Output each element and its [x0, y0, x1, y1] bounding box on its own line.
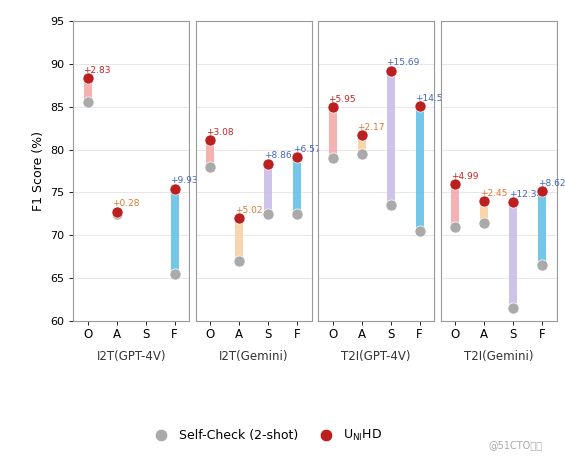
- Ellipse shape: [235, 217, 244, 219]
- Bar: [509, 202, 517, 308]
- Text: +5.02: +5.02: [235, 206, 263, 215]
- Bar: [451, 184, 459, 227]
- Text: +14.57: +14.57: [415, 94, 449, 102]
- Text: +15.69: +15.69: [386, 58, 420, 67]
- Ellipse shape: [264, 163, 272, 164]
- Ellipse shape: [264, 213, 272, 215]
- Ellipse shape: [415, 230, 424, 232]
- Ellipse shape: [415, 105, 424, 106]
- Text: +8.86: +8.86: [264, 151, 292, 160]
- Ellipse shape: [171, 188, 179, 190]
- Ellipse shape: [84, 77, 92, 78]
- Bar: [415, 106, 424, 231]
- Text: +2.83: +2.83: [84, 66, 111, 74]
- Text: +0.28: +0.28: [112, 199, 140, 208]
- Bar: [386, 71, 395, 205]
- Ellipse shape: [293, 213, 301, 215]
- Ellipse shape: [386, 70, 395, 71]
- Text: +3.08: +3.08: [206, 128, 234, 137]
- X-axis label: T2I(Gemini): T2I(Gemini): [464, 350, 533, 363]
- Bar: [358, 135, 366, 154]
- X-axis label: I2T(Gemini): I2T(Gemini): [219, 350, 289, 363]
- Bar: [538, 191, 546, 265]
- Text: +8.62: +8.62: [538, 179, 565, 188]
- Ellipse shape: [84, 101, 92, 103]
- Bar: [480, 202, 488, 223]
- Legend: Self-Check (2-shot), $\mathregular{U}_\mathregular{NI}\mathregular{HD}$: Self-Check (2-shot), $\mathregular{U}_\m…: [144, 423, 387, 448]
- Ellipse shape: [509, 308, 517, 309]
- Ellipse shape: [451, 183, 459, 185]
- Bar: [293, 157, 301, 214]
- Text: +5.95: +5.95: [329, 95, 356, 104]
- Text: +12.34: +12.34: [509, 190, 542, 199]
- Ellipse shape: [113, 211, 121, 212]
- X-axis label: T2I(GPT-4V): T2I(GPT-4V): [341, 350, 411, 363]
- Bar: [84, 78, 92, 102]
- Text: +2.45: +2.45: [480, 189, 507, 198]
- Text: +9.93: +9.93: [170, 176, 198, 185]
- Ellipse shape: [358, 134, 366, 136]
- Bar: [264, 163, 272, 214]
- Ellipse shape: [480, 222, 488, 223]
- Y-axis label: F1 Score (%): F1 Score (%): [32, 131, 45, 211]
- Ellipse shape: [206, 140, 215, 141]
- Text: +2.17: +2.17: [358, 123, 385, 132]
- Ellipse shape: [235, 260, 244, 262]
- Ellipse shape: [171, 273, 179, 275]
- Bar: [206, 140, 215, 167]
- Text: +4.99: +4.99: [451, 172, 479, 180]
- Ellipse shape: [480, 201, 488, 202]
- Ellipse shape: [386, 205, 395, 206]
- Text: +6.57: +6.57: [293, 145, 320, 154]
- Bar: [113, 212, 121, 214]
- Ellipse shape: [538, 190, 546, 192]
- Ellipse shape: [329, 157, 337, 159]
- Bar: [171, 189, 179, 274]
- Bar: [235, 218, 244, 261]
- Ellipse shape: [451, 226, 459, 228]
- Ellipse shape: [538, 265, 546, 266]
- Ellipse shape: [206, 166, 215, 168]
- Ellipse shape: [293, 157, 301, 158]
- Ellipse shape: [358, 153, 366, 155]
- Bar: [329, 107, 337, 158]
- Ellipse shape: [329, 106, 337, 108]
- Ellipse shape: [509, 202, 517, 203]
- Ellipse shape: [113, 213, 121, 215]
- X-axis label: I2T(GPT-4V): I2T(GPT-4V): [97, 350, 166, 363]
- Text: @51CTO博客: @51CTO博客: [488, 440, 542, 450]
